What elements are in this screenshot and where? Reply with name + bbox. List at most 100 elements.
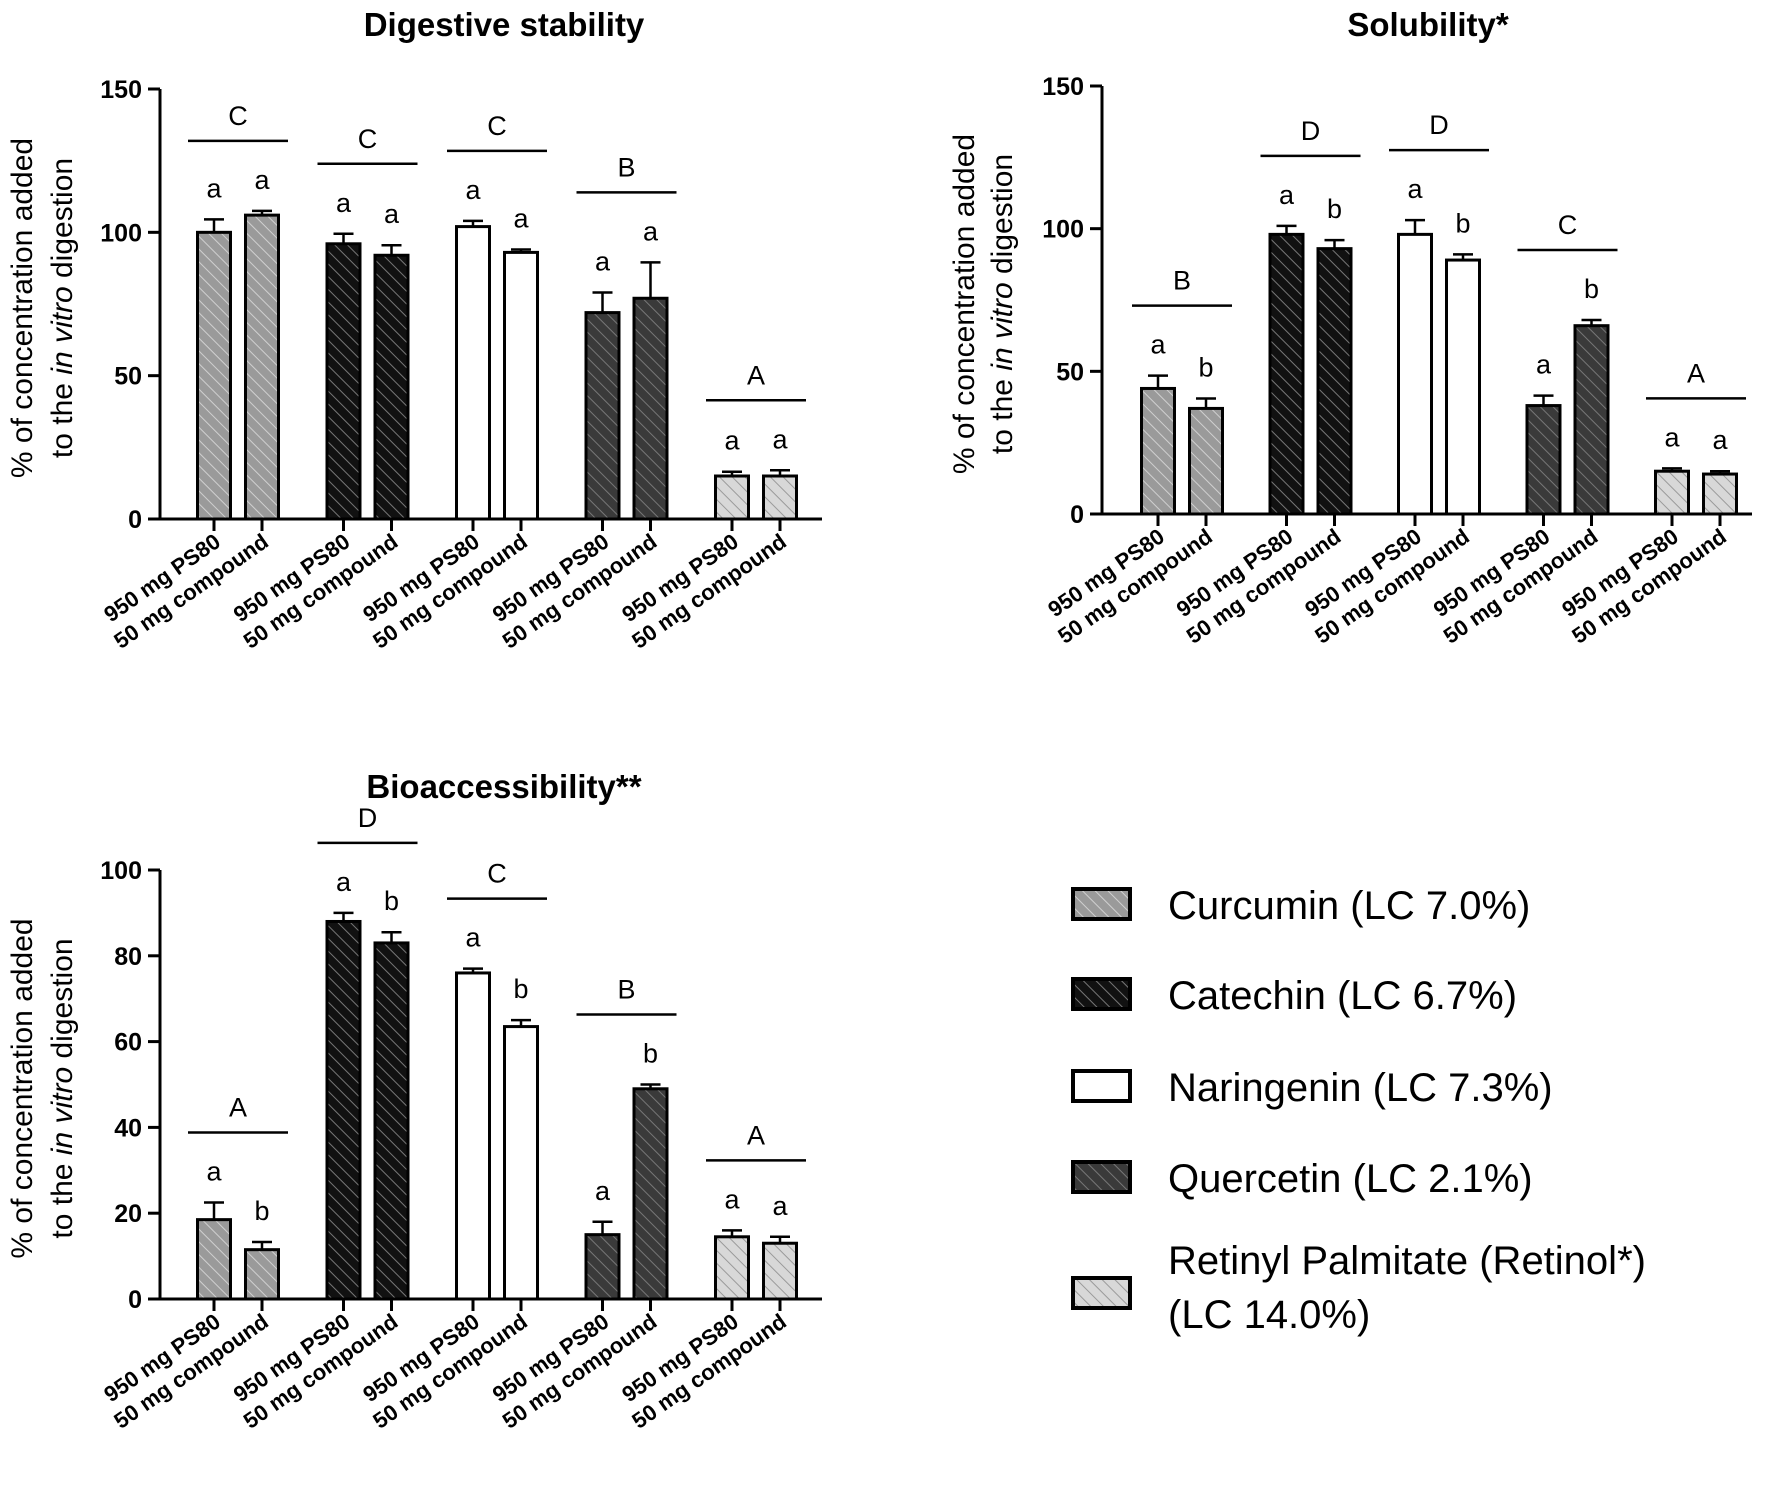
bar: [1525, 404, 1562, 516]
group-letter: D: [1429, 110, 1449, 140]
y-tick-label: 100: [100, 219, 142, 247]
significance-letter: a: [1536, 350, 1552, 380]
y-axis-label-line1: % of concentration added: [6, 138, 39, 478]
legend: Curcumin (LC 7.0%) Catechin (LC 6.7%) Nari…: [1071, 884, 1646, 1337]
significance-letter: a: [513, 204, 529, 234]
significance-letter: a: [772, 1191, 788, 1221]
group-letter: A: [747, 1120, 765, 1150]
y-axis-label-part: digestion: [46, 158, 79, 286]
legend-swatch: [1071, 887, 1132, 921]
significance-letter: a: [772, 424, 788, 454]
significance-letter: a: [1664, 422, 1680, 452]
significance-letter: a: [206, 173, 222, 203]
legend-swatch: [1071, 1069, 1132, 1103]
chart-panel: Bioaccessibility** % of concentration add…: [6, 768, 822, 1434]
bar: [1654, 469, 1690, 516]
y-axis-label-part: in vitro: [986, 282, 1019, 370]
y-axis-label-part: digestion: [46, 938, 79, 1066]
y-tick-label: 0: [1070, 501, 1084, 529]
bar: [1316, 247, 1353, 516]
bar: [632, 296, 669, 521]
significance-letter: a: [1150, 330, 1166, 360]
bar: [325, 919, 362, 1301]
chart-title: Digestive stability: [364, 6, 645, 43]
bar: [196, 1218, 232, 1301]
bar: [1188, 406, 1224, 516]
significance-letter: b: [1327, 194, 1342, 224]
bar: [1573, 324, 1610, 516]
group-letter: D: [358, 803, 378, 833]
significance-letter: a: [336, 867, 352, 897]
group-letter: C: [487, 111, 507, 141]
bar: [1445, 258, 1481, 516]
bar: [373, 253, 410, 521]
y-axis-label-line2: to the in vitro digestion: [986, 154, 1019, 454]
bar: [244, 213, 280, 521]
chart-panel: Digestive stability % of concentration ad…: [6, 6, 822, 654]
legend-swatch: [1071, 977, 1132, 1011]
legend-item: Retinyl Palmitate (Retinol*) (LC 14.0%): [1071, 1239, 1646, 1337]
bar: [1702, 472, 1738, 516]
group-letter: C: [358, 124, 378, 154]
significance-letter: a: [724, 1184, 740, 1214]
y-tick-label: 100: [1042, 216, 1084, 244]
bar: [503, 250, 539, 521]
bar: [1268, 232, 1305, 516]
chart-panel: Solubility* % of concentration added to th…: [948, 6, 1752, 649]
group-letter: B: [1173, 266, 1191, 296]
group-letter: C: [487, 859, 507, 889]
legend-label: Catechin (LC 6.7%): [1168, 974, 1517, 1018]
y-tick-label: 50: [1056, 358, 1084, 386]
y-axis-label-line2: to the in vitro digestion: [46, 938, 79, 1238]
y-tick-label: 0: [128, 506, 142, 534]
significance-letter: a: [465, 175, 481, 205]
y-tick-label: 0: [128, 1286, 142, 1314]
legend-item: Quercetin (LC 2.1%): [1071, 1157, 1533, 1201]
y-axis-label-part: in vitro: [46, 286, 79, 374]
legend-item: Catechin (LC 6.7%): [1071, 974, 1517, 1018]
significance-letter: a: [1712, 425, 1728, 455]
bar: [1140, 386, 1176, 516]
significance-letter: a: [643, 216, 659, 246]
y-tick-label: 50: [114, 363, 142, 391]
significance-letter: a: [595, 1176, 611, 1206]
significance-letter: a: [1407, 174, 1423, 204]
significance-letter: b: [1198, 352, 1213, 382]
bar: [762, 1241, 798, 1301]
y-axis-label-line2: to the in vitro digestion: [46, 158, 79, 458]
group-letter: C: [228, 101, 248, 131]
significance-letter: b: [384, 886, 399, 916]
legend-item: Curcumin (LC 7.0%): [1071, 884, 1530, 928]
bar: [325, 242, 362, 521]
y-tick-label: 100: [100, 857, 142, 885]
significance-letter: a: [465, 923, 481, 953]
significance-letter: a: [724, 426, 740, 456]
y-axis-label-part: in vitro: [46, 1067, 79, 1155]
bar: [455, 971, 491, 1301]
group-letter: B: [617, 152, 635, 182]
significance-letter: a: [206, 1156, 222, 1186]
legend-label: Retinyl Palmitate (Retinol*): [1168, 1239, 1646, 1283]
group-letter: C: [1558, 210, 1578, 240]
significance-letter: b: [1455, 208, 1470, 238]
bar: [1397, 232, 1433, 516]
chart-title: Solubility*: [1347, 6, 1509, 43]
legend-label: Curcumin (LC 7.0%): [1168, 884, 1530, 928]
bar: [455, 225, 491, 521]
significance-letter: a: [336, 188, 352, 218]
group-letter: D: [1301, 116, 1321, 146]
bar: [632, 1087, 669, 1301]
bar: [244, 1248, 280, 1301]
bar: [503, 1025, 539, 1301]
significance-letter: b: [1584, 274, 1599, 304]
significance-letter: b: [643, 1039, 658, 1069]
significance-letter: a: [595, 247, 611, 277]
y-tick-label: 60: [114, 1029, 142, 1057]
legend-label-line2: (LC 14.0%): [1168, 1293, 1370, 1337]
bar: [196, 230, 232, 521]
bar: [714, 474, 750, 521]
bar: [584, 1233, 621, 1301]
y-tick-label: 20: [114, 1200, 142, 1228]
chart-panels: Digestive stability % of concentration ad…: [6, 6, 1752, 1434]
